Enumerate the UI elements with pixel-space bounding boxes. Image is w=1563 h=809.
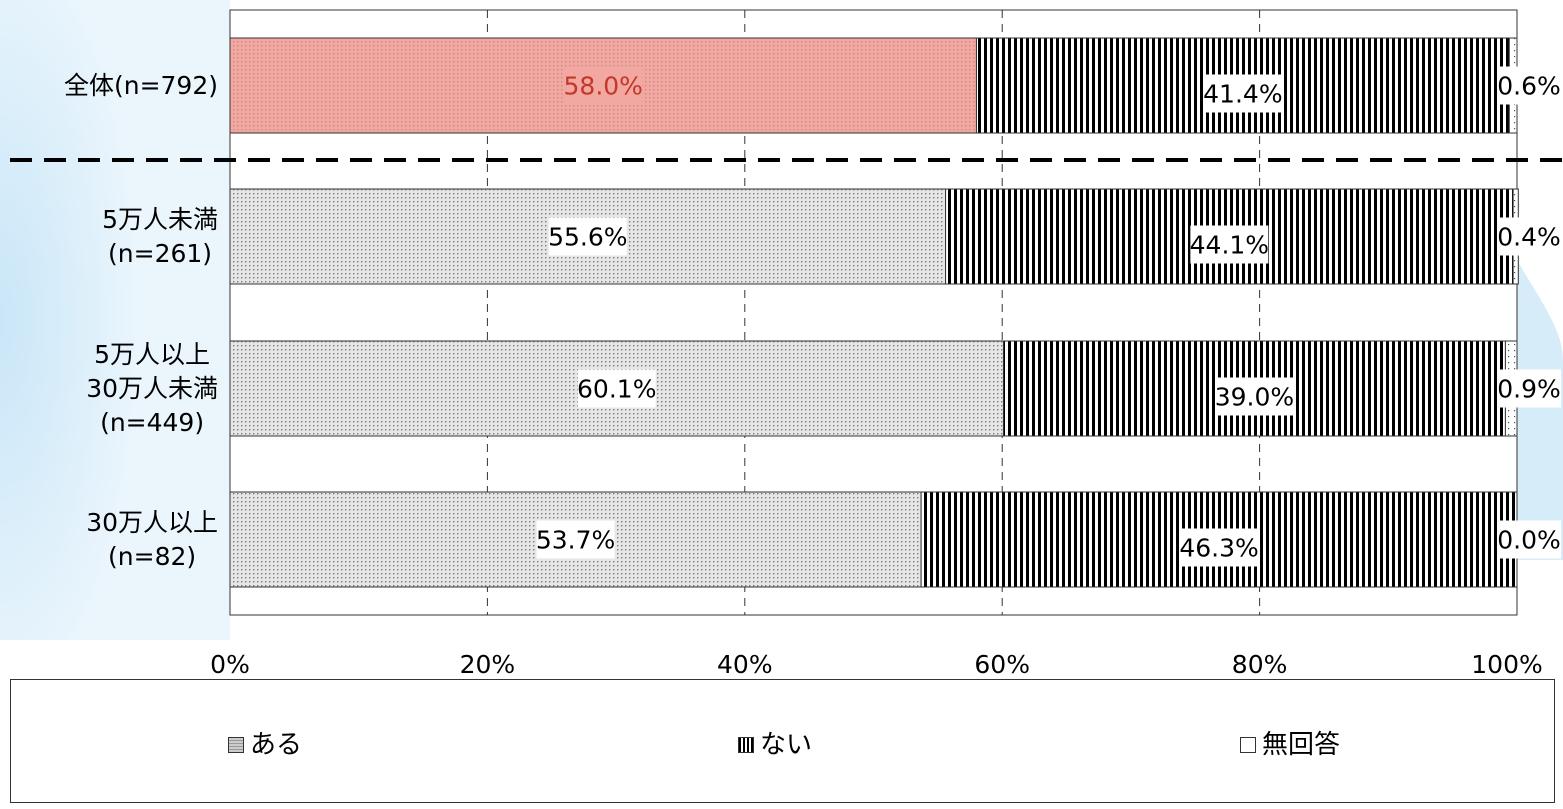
legend-item-nai: ない (738, 730, 812, 760)
bar-label-mukaito-2: 0.9% (1497, 369, 1561, 408)
bar-label-nai-0: 41.4% (1203, 74, 1283, 113)
svg-text:46.3%: 46.3% (1179, 534, 1258, 563)
svg-text:55.6%: 55.6% (548, 223, 627, 252)
legend-item-mukaito: 無回答 (1240, 730, 1340, 760)
svg-text:44.1%: 44.1% (1190, 231, 1269, 260)
legend-label: ない (760, 730, 813, 760)
bar-label-aru-1: 55.6% (548, 217, 627, 256)
bar-label-mukaito-0: 0.6% (1497, 66, 1561, 105)
svg-text:0.4%: 0.4% (1497, 223, 1561, 252)
bar-label-nai-1: 44.1% (1190, 225, 1269, 264)
category-label-1: 5万人未満 (n=261) (102, 204, 218, 268)
svg-text:39.0%: 39.0% (1215, 383, 1294, 412)
category-label-0: 全体(n=792) (63, 70, 218, 100)
legend: ある ない 無回答 (10, 679, 1555, 803)
legend-swatch-sparse (1240, 737, 1256, 753)
svg-text:41.4%: 41.4% (1203, 80, 1282, 109)
x-tick-0: 0% (210, 650, 250, 679)
bar-label-nai-2: 39.0% (1215, 377, 1294, 416)
x-tick-4: 80% (1231, 650, 1288, 679)
svg-text:53.7%: 53.7% (536, 526, 615, 555)
bar-label-aru-3: 53.7% (536, 520, 615, 559)
category-label-3: 30万人以上 (n=82) (86, 507, 218, 571)
svg-text:0.6%: 0.6% (1497, 72, 1561, 101)
svg-text:60.1%: 60.1% (577, 375, 656, 404)
bar-label-mukaito-3: 0.0% (1497, 520, 1561, 559)
bar-label-aru-0: 58.0% (564, 66, 643, 105)
legend-swatch-stripes (738, 737, 754, 753)
legend-label: 無回答 (1262, 730, 1341, 760)
bar-label-aru-2: 60.1% (577, 369, 656, 408)
x-tick-3: 60% (974, 650, 1030, 679)
category-label-2: 5万人以上 30万人未満 (n=449) (86, 339, 218, 437)
bar-label-mukaito-1: 0.4% (1497, 217, 1561, 256)
svg-text:0.9%: 0.9% (1497, 375, 1561, 404)
bar-label-nai-3: 46.3% (1179, 528, 1259, 567)
svg-text:0.0%: 0.0% (1497, 526, 1561, 555)
svg-text:58.0%: 58.0% (564, 72, 643, 101)
x-tick-5: 100% (1471, 650, 1543, 679)
legend-label: ある (250, 730, 303, 760)
x-tick-2: 40% (717, 650, 773, 679)
legend-item-aru: ある (228, 730, 302, 760)
legend-swatch-dots (228, 737, 244, 753)
x-tick-1: 20% (459, 650, 516, 679)
